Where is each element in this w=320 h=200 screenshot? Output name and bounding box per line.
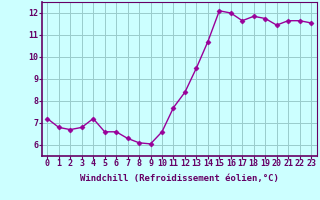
X-axis label: Windchill (Refroidissement éolien,°C): Windchill (Refroidissement éolien,°C) — [80, 174, 279, 183]
